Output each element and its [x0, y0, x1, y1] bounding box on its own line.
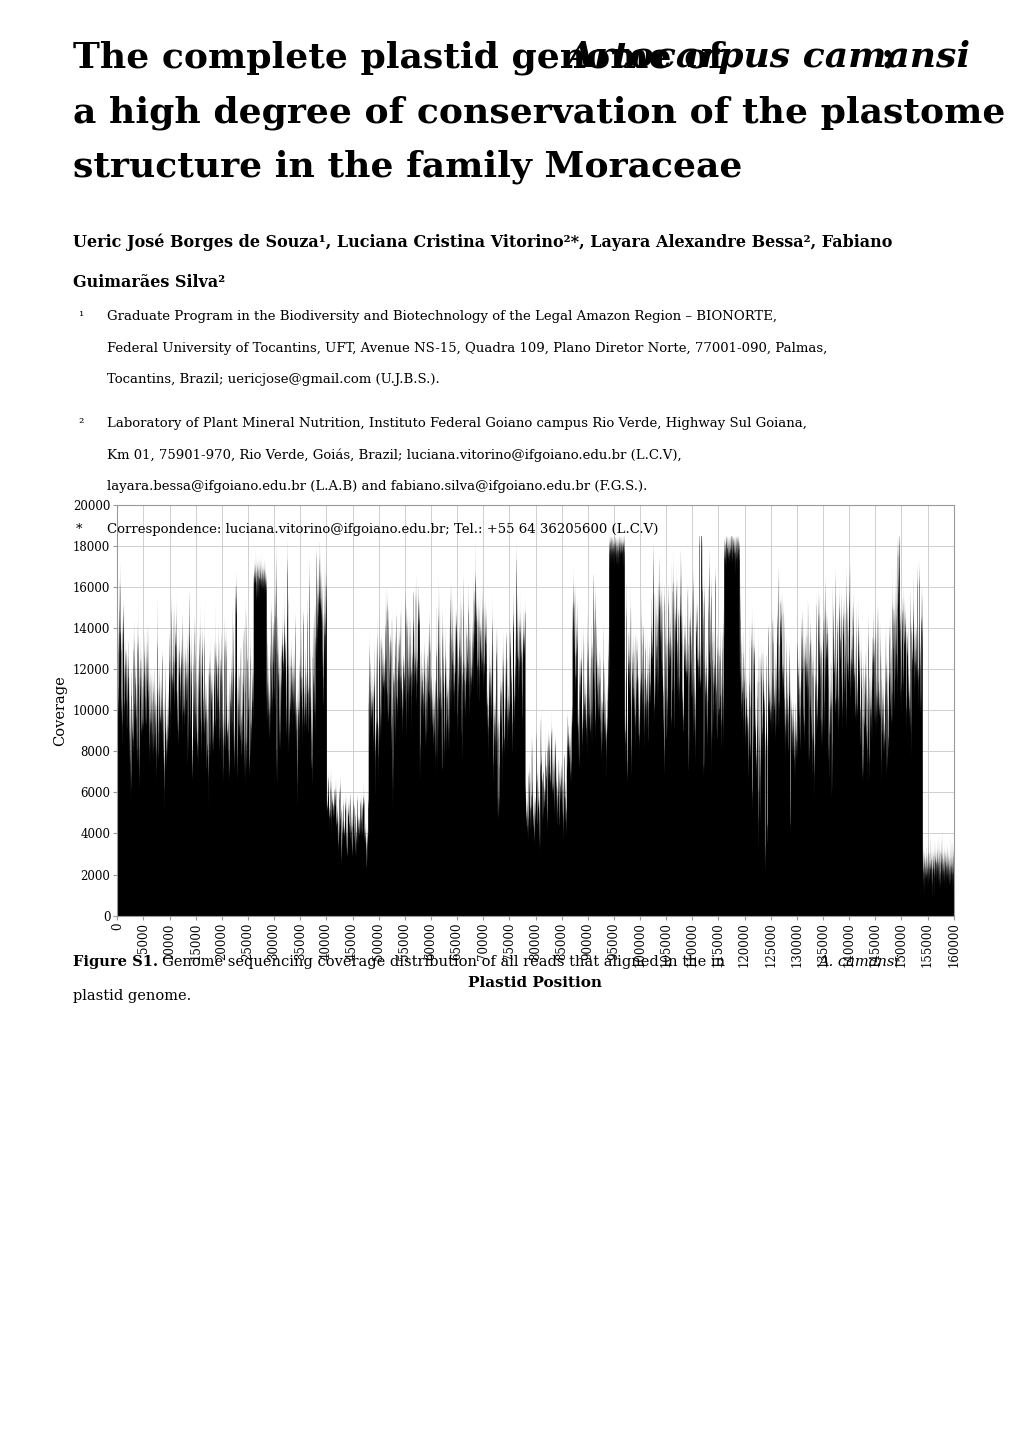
- Text: Laboratory of Plant Mineral Nutrition, Instituto Federal Goiano campus Rio Verde: Laboratory of Plant Mineral Nutrition, I…: [107, 417, 806, 430]
- Text: Guimarães Silva²: Guimarães Silva²: [73, 274, 225, 291]
- Text: :: :: [879, 40, 893, 75]
- Text: Genome sequencing coverage distribution of all reads that aligned in the in: Genome sequencing coverage distribution …: [162, 955, 730, 969]
- Text: Graduate Program in the Biodiversity and Biotechnology of the Legal Amazon Regio: Graduate Program in the Biodiversity and…: [107, 310, 776, 323]
- Y-axis label: Coverage: Coverage: [53, 675, 67, 746]
- Text: Ueric José Borges de Souza¹, Luciana Cristina Vitorino²*, Layara Alexandre Bessa: Ueric José Borges de Souza¹, Luciana Cri…: [73, 234, 892, 251]
- Text: The complete plastid genome of: The complete plastid genome of: [73, 40, 736, 75]
- Text: Artocarpus camansi: Artocarpus camansi: [567, 40, 970, 75]
- Text: A. camansi: A. camansi: [817, 955, 898, 969]
- Text: a high degree of conservation of the plastome: a high degree of conservation of the pla…: [73, 95, 1005, 130]
- Text: layara.bessa@ifgoiano.edu.br (L.A.B) and fabiano.silva@ifgoiano.edu.br (F.G.S.).: layara.bessa@ifgoiano.edu.br (L.A.B) and…: [107, 480, 647, 493]
- Text: plastid genome.: plastid genome.: [73, 989, 192, 1004]
- Text: Federal University of Tocantins, UFT, Avenue NS-15, Quadra 109, Plano Diretor No: Federal University of Tocantins, UFT, Av…: [107, 342, 826, 355]
- Text: Km 01, 75901-970, Rio Verde, Goiás, Brazil; luciana.vitorino@ifgoiano.edu.br (L.: Km 01, 75901-970, Rio Verde, Goiás, Braz…: [107, 448, 681, 461]
- Text: structure in the family Moraceae: structure in the family Moraceae: [73, 150, 742, 185]
- Text: ¹: ¹: [78, 310, 84, 323]
- Text: Tocantins, Brazil; uericjose@gmail.com (U.J.B.S.).: Tocantins, Brazil; uericjose@gmail.com (…: [107, 373, 439, 386]
- Text: *: *: [75, 523, 82, 536]
- Text: Correspondence: luciana.vitorino@ifgoiano.edu.br; Tel.: +55 64 36205600 (L.C.V): Correspondence: luciana.vitorino@ifgoian…: [107, 523, 658, 536]
- X-axis label: Plastid Position: Plastid Position: [468, 976, 602, 989]
- Text: Figure S1.: Figure S1.: [73, 955, 158, 969]
- Text: ²: ²: [78, 417, 84, 430]
